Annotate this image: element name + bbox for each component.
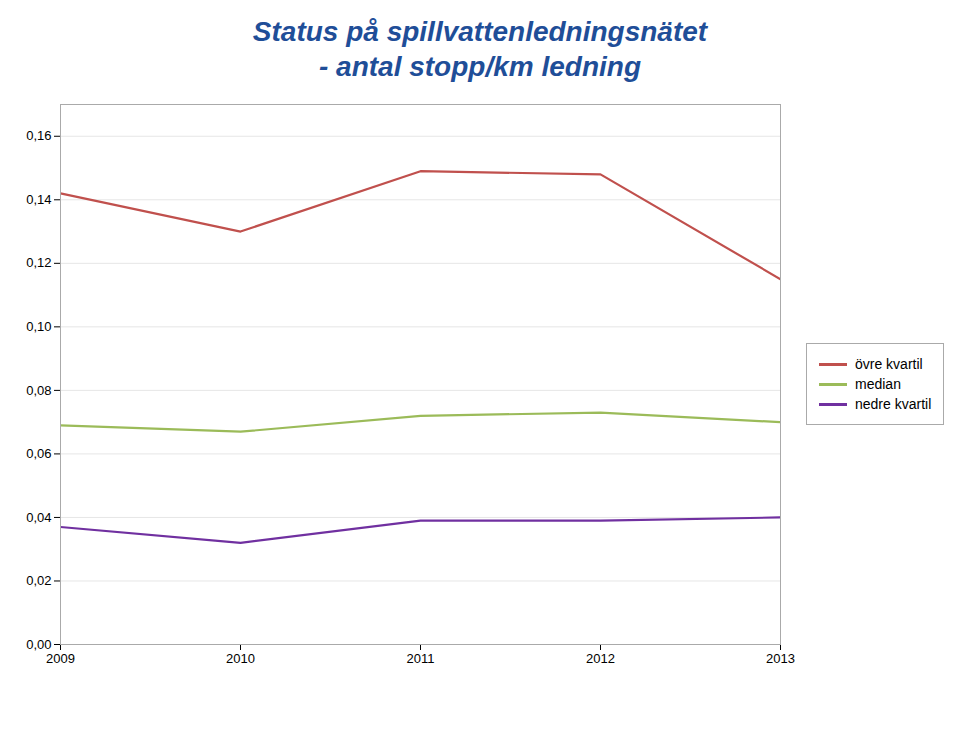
svg-text:0,16: 0,16 <box>26 128 51 143</box>
svg-text:2010: 2010 <box>226 651 255 666</box>
html-text:nedre kvartil: nedre kvartil <box>855 396 932 412</box>
svg-text:0,00: 0,00 <box>26 637 51 652</box>
svg-text:2012: 2012 <box>586 651 615 666</box>
svg-text:2013: 2013 <box>766 651 795 666</box>
html-text:övre kvartil: övre kvartil <box>855 356 923 372</box>
html-text:median: median <box>855 376 901 392</box>
html-text:- antal stopp/km ledning: - antal stopp/km ledning <box>319 51 641 82</box>
svg-text:0,08: 0,08 <box>26 383 51 398</box>
svg-text:2009: 2009 <box>46 651 75 666</box>
svg-text:0,10: 0,10 <box>26 319 51 334</box>
svg-text:0,14: 0,14 <box>26 192 51 207</box>
svg-text:0,06: 0,06 <box>26 446 51 461</box>
svg-text:0,12: 0,12 <box>26 255 51 270</box>
svg-text:2011: 2011 <box>407 651 435 666</box>
svg-text:0,02: 0,02 <box>26 573 51 588</box>
html-text:Status på spillvattenledningsn: Status på spillvattenledningsnätet <box>252 16 708 47</box>
svg-text:0,04: 0,04 <box>26 510 51 525</box>
